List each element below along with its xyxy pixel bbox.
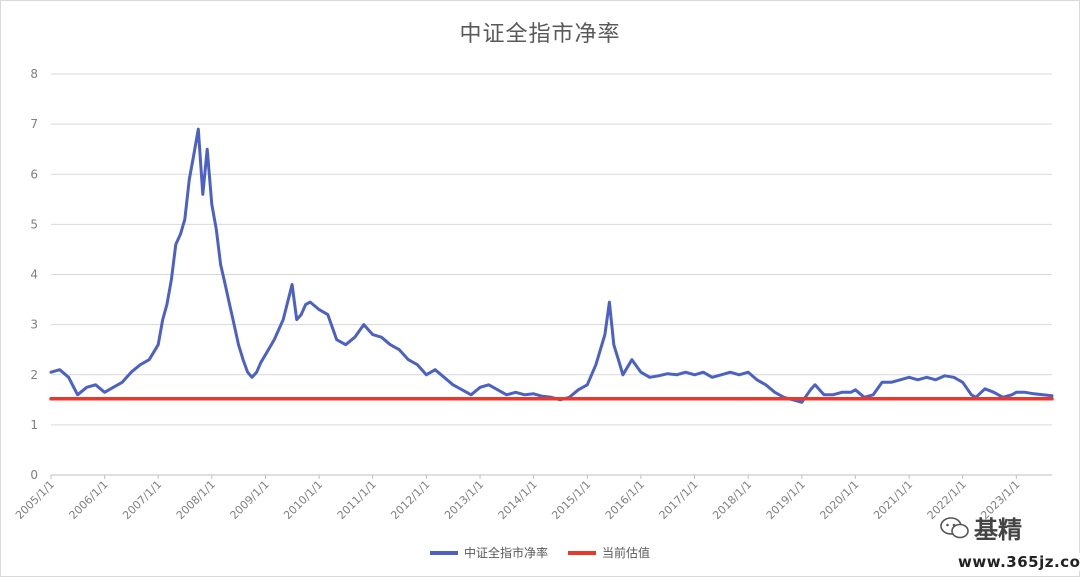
y-tick-label-2: 2 — [30, 368, 38, 382]
y-tick-label-6: 6 — [30, 167, 38, 181]
x-tick-label-2010/1/1: 2010/1/1 — [281, 478, 325, 522]
x-tick-label-2009/1/1: 2009/1/1 — [228, 478, 272, 522]
x-tick-label-2021/1/1: 2021/1/1 — [871, 478, 915, 522]
y-axis-ticks: 0 1 2 3 4 5 6 7 8 — [30, 67, 38, 482]
watermark: 基精 — [940, 510, 1022, 545]
x-tick-label-2014/1/1: 2014/1/1 — [496, 478, 540, 522]
watermark-label: 基精 — [974, 516, 1022, 544]
x-axis-ticks: 2005/1/1 2006/1/1 2007/1/1 2008/1/1 2009/1/1… — [13, 478, 1022, 522]
x-tick-label-2011/1/1: 2011/1/1 — [335, 478, 379, 522]
y-tick-label-1: 1 — [30, 418, 38, 432]
x-tick-label-2016/1/1: 2016/1/1 — [603, 478, 647, 522]
x-tick-label-2017/1/1: 2017/1/1 — [657, 478, 701, 522]
legend-label-current: 当前估值 — [602, 546, 651, 560]
x-tick-label-2006/1/1: 2006/1/1 — [67, 478, 111, 522]
x-tick-label-2015/1/1: 2015/1/1 — [549, 478, 593, 522]
y-tick-label-8: 8 — [30, 67, 38, 81]
watermark-url: www.365jz.com — [958, 553, 1080, 571]
x-tick-label-2013/1/1: 2013/1/1 — [442, 478, 486, 522]
legend-swatch-current — [568, 550, 596, 555]
x-tick-label-2020/1/1: 2020/1/1 — [817, 478, 861, 522]
x-tick-label-2019/1/1: 2019/1/1 — [764, 478, 808, 522]
x-tick-label-2018/1/1: 2018/1/1 — [710, 478, 754, 522]
y-tick-label-7: 7 — [30, 117, 38, 131]
legend: 中证全指市净率 当前估值 — [0, 544, 1080, 561]
legend-swatch-pb — [429, 550, 458, 555]
legend-entry-current: 当前估值 — [568, 544, 650, 561]
y-tick-label-5: 5 — [30, 217, 38, 231]
y-tick-label-3: 3 — [30, 318, 38, 332]
x-tick-label-2007/1/1: 2007/1/1 — [120, 478, 164, 522]
legend-entry-pb: 中证全指市净率 — [429, 544, 548, 561]
wechat-icon — [940, 516, 969, 538]
y-tick-label-4: 4 — [30, 268, 38, 282]
y-tick-label-0: 0 — [30, 468, 38, 482]
legend-label-pb: 中证全指市净率 — [463, 546, 548, 560]
x-tick-label-2012/1/1: 2012/1/1 — [388, 478, 432, 522]
x-tick-label-2008/1/1: 2008/1/1 — [174, 478, 218, 522]
series-lines — [49, 127, 1054, 404]
chart-title: 中证全指市净率 — [459, 22, 621, 47]
grid-lines — [50, 73, 1052, 479]
series-line-pb — [49, 127, 1054, 404]
x-tick-label-2005/1/1: 2005/1/1 — [13, 478, 57, 522]
